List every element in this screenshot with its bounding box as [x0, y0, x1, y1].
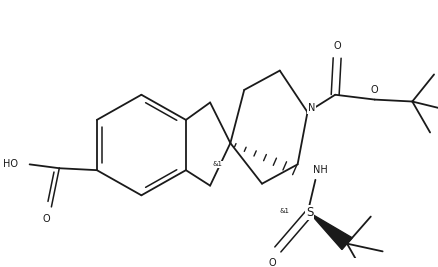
Text: O: O — [333, 41, 341, 52]
Text: O: O — [42, 214, 50, 223]
Text: N: N — [308, 103, 315, 113]
Text: O: O — [268, 258, 276, 267]
Polygon shape — [310, 213, 352, 250]
Text: NH: NH — [314, 165, 328, 175]
Text: &1: &1 — [212, 161, 223, 167]
Text: HO: HO — [3, 159, 18, 169]
Text: S: S — [306, 206, 313, 219]
Text: &1: &1 — [280, 208, 290, 214]
Text: O: O — [371, 85, 378, 95]
